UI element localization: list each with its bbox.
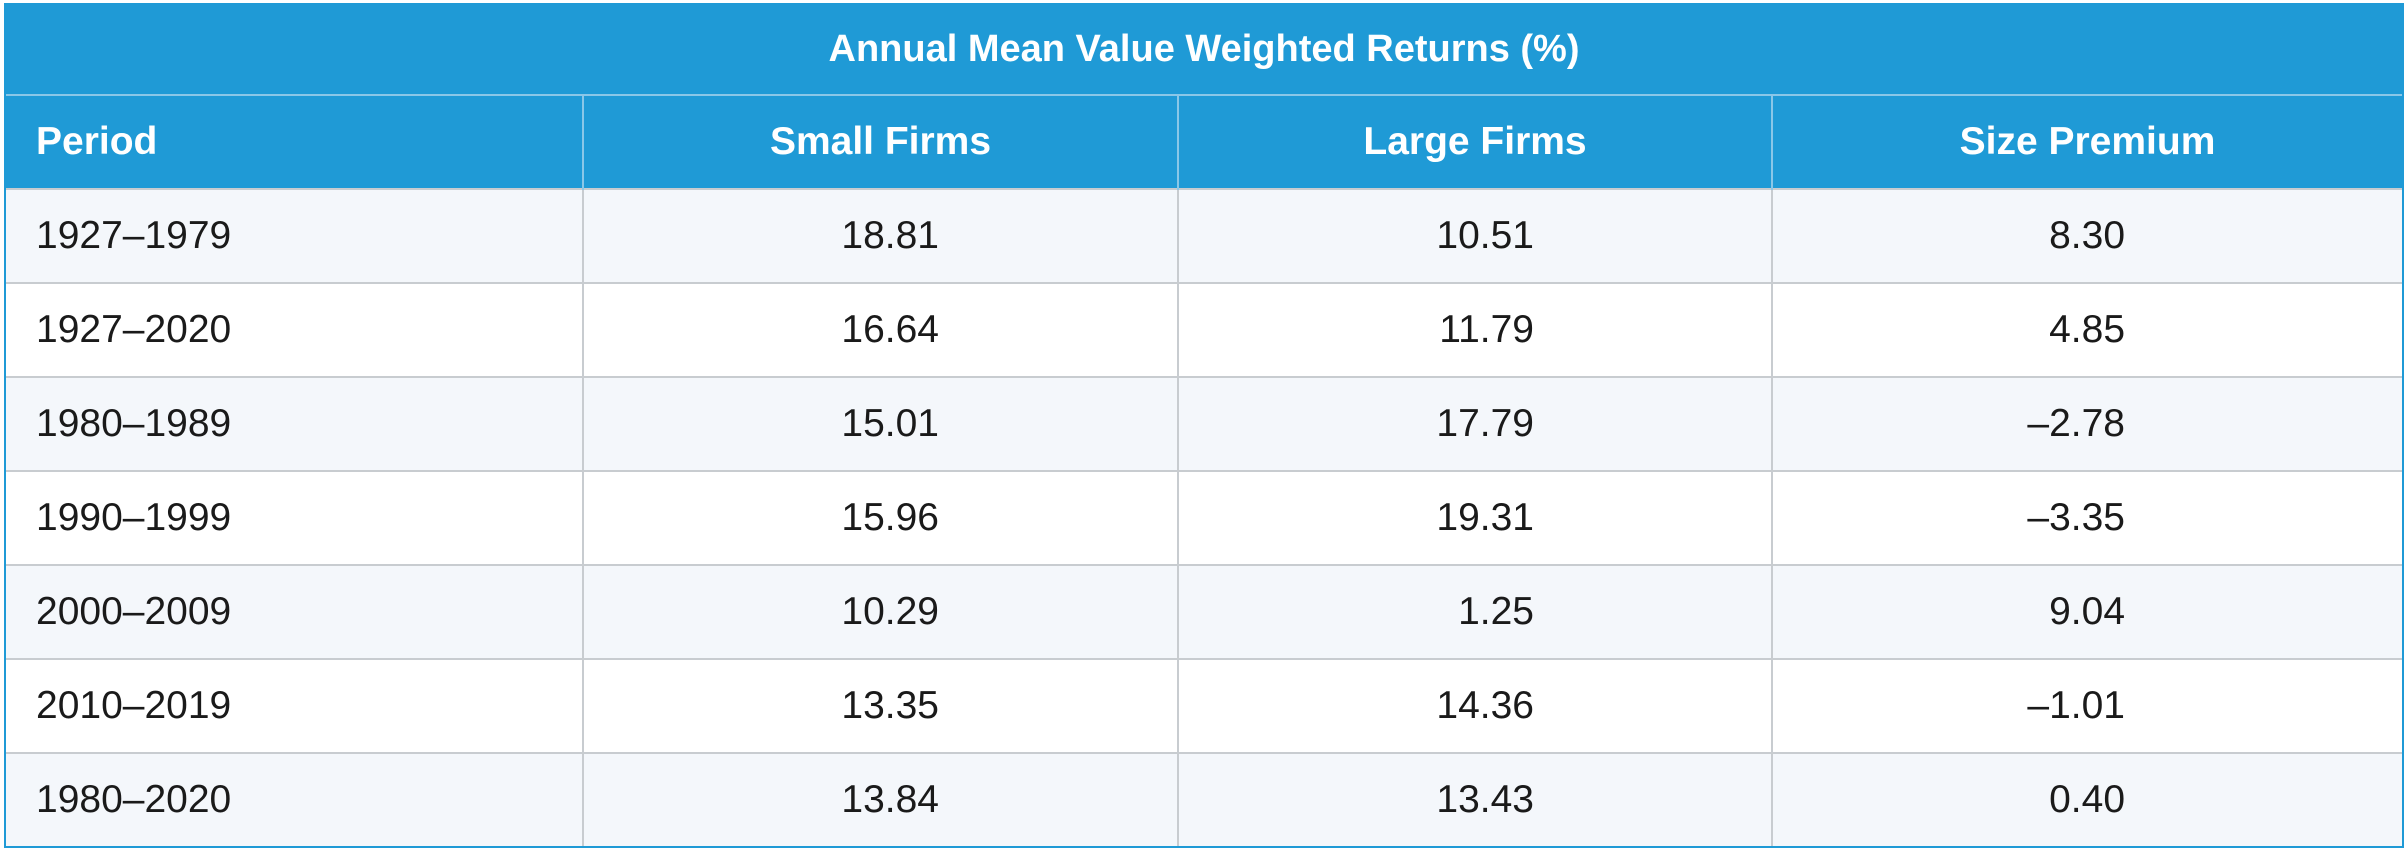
table-row: 2010–2019 13.35 14.36 –1.01 bbox=[6, 658, 2403, 753]
small-firms-cell: 18.81 bbox=[583, 188, 1179, 283]
period-cell: 2010–2019 bbox=[6, 658, 584, 753]
returns-table-container: Annual Mean Value Weighted Returns (%) P… bbox=[4, 3, 2404, 848]
size-premium-cell: 4.85 bbox=[1772, 282, 2403, 377]
size-premium-cell: –3.35 bbox=[1772, 470, 2403, 565]
column-header-small-firms: Small Firms bbox=[583, 95, 1179, 189]
returns-table: Annual Mean Value Weighted Returns (%) P… bbox=[6, 5, 2403, 846]
table-body: 1927–1979 18.81 10.51 8.30 1927–2020 16.… bbox=[6, 188, 2403, 846]
small-firms-cell: 15.01 bbox=[583, 376, 1179, 471]
small-firms-cell: 10.29 bbox=[583, 564, 1179, 659]
period-cell: 1980–2020 bbox=[6, 752, 584, 846]
column-header-period: Period bbox=[6, 95, 584, 189]
column-header-size-premium: Size Premium bbox=[1772, 95, 2403, 189]
large-firms-cell: 14.36 bbox=[1178, 658, 1773, 753]
period-cell: 1927–1979 bbox=[6, 188, 584, 283]
period-cell: 2000–2009 bbox=[6, 564, 584, 659]
size-premium-cell: 8.30 bbox=[1772, 188, 2403, 283]
period-cell: 1980–1989 bbox=[6, 376, 584, 471]
size-premium-cell: 0.40 bbox=[1772, 752, 2403, 846]
size-premium-cell: 9.04 bbox=[1772, 564, 2403, 659]
table-row: 2000–2009 10.29 1.25 9.04 bbox=[6, 564, 2403, 659]
size-premium-cell: –1.01 bbox=[1772, 658, 2403, 753]
period-cell: 1990–1999 bbox=[6, 470, 584, 565]
table-row: 1980–1989 15.01 17.79 –2.78 bbox=[6, 376, 2403, 471]
table-row: 1927–2020 16.64 11.79 4.85 bbox=[6, 282, 2403, 377]
large-firms-cell: 10.51 bbox=[1178, 188, 1773, 283]
small-firms-cell: 13.84 bbox=[583, 752, 1179, 846]
large-firms-cell: 11.79 bbox=[1178, 282, 1773, 377]
large-firms-cell: 13.43 bbox=[1178, 752, 1773, 846]
small-firms-cell: 13.35 bbox=[583, 658, 1179, 753]
column-header-large-firms: Large Firms bbox=[1178, 95, 1773, 189]
small-firms-cell: 16.64 bbox=[583, 282, 1179, 377]
size-premium-cell: –2.78 bbox=[1772, 376, 2403, 471]
period-cell: 1927–2020 bbox=[6, 282, 584, 377]
table-row: 1990–1999 15.96 19.31 –3.35 bbox=[6, 470, 2403, 565]
large-firms-cell: 1.25 bbox=[1178, 564, 1773, 659]
large-firms-cell: 19.31 bbox=[1178, 470, 1773, 565]
table-row: 1980–2020 13.84 13.43 0.40 bbox=[6, 752, 2403, 846]
small-firms-cell: 15.96 bbox=[583, 470, 1179, 565]
large-firms-cell: 17.79 bbox=[1178, 376, 1773, 471]
table-title: Annual Mean Value Weighted Returns (%) bbox=[6, 5, 2403, 96]
table-row: 1927–1979 18.81 10.51 8.30 bbox=[6, 188, 2403, 283]
